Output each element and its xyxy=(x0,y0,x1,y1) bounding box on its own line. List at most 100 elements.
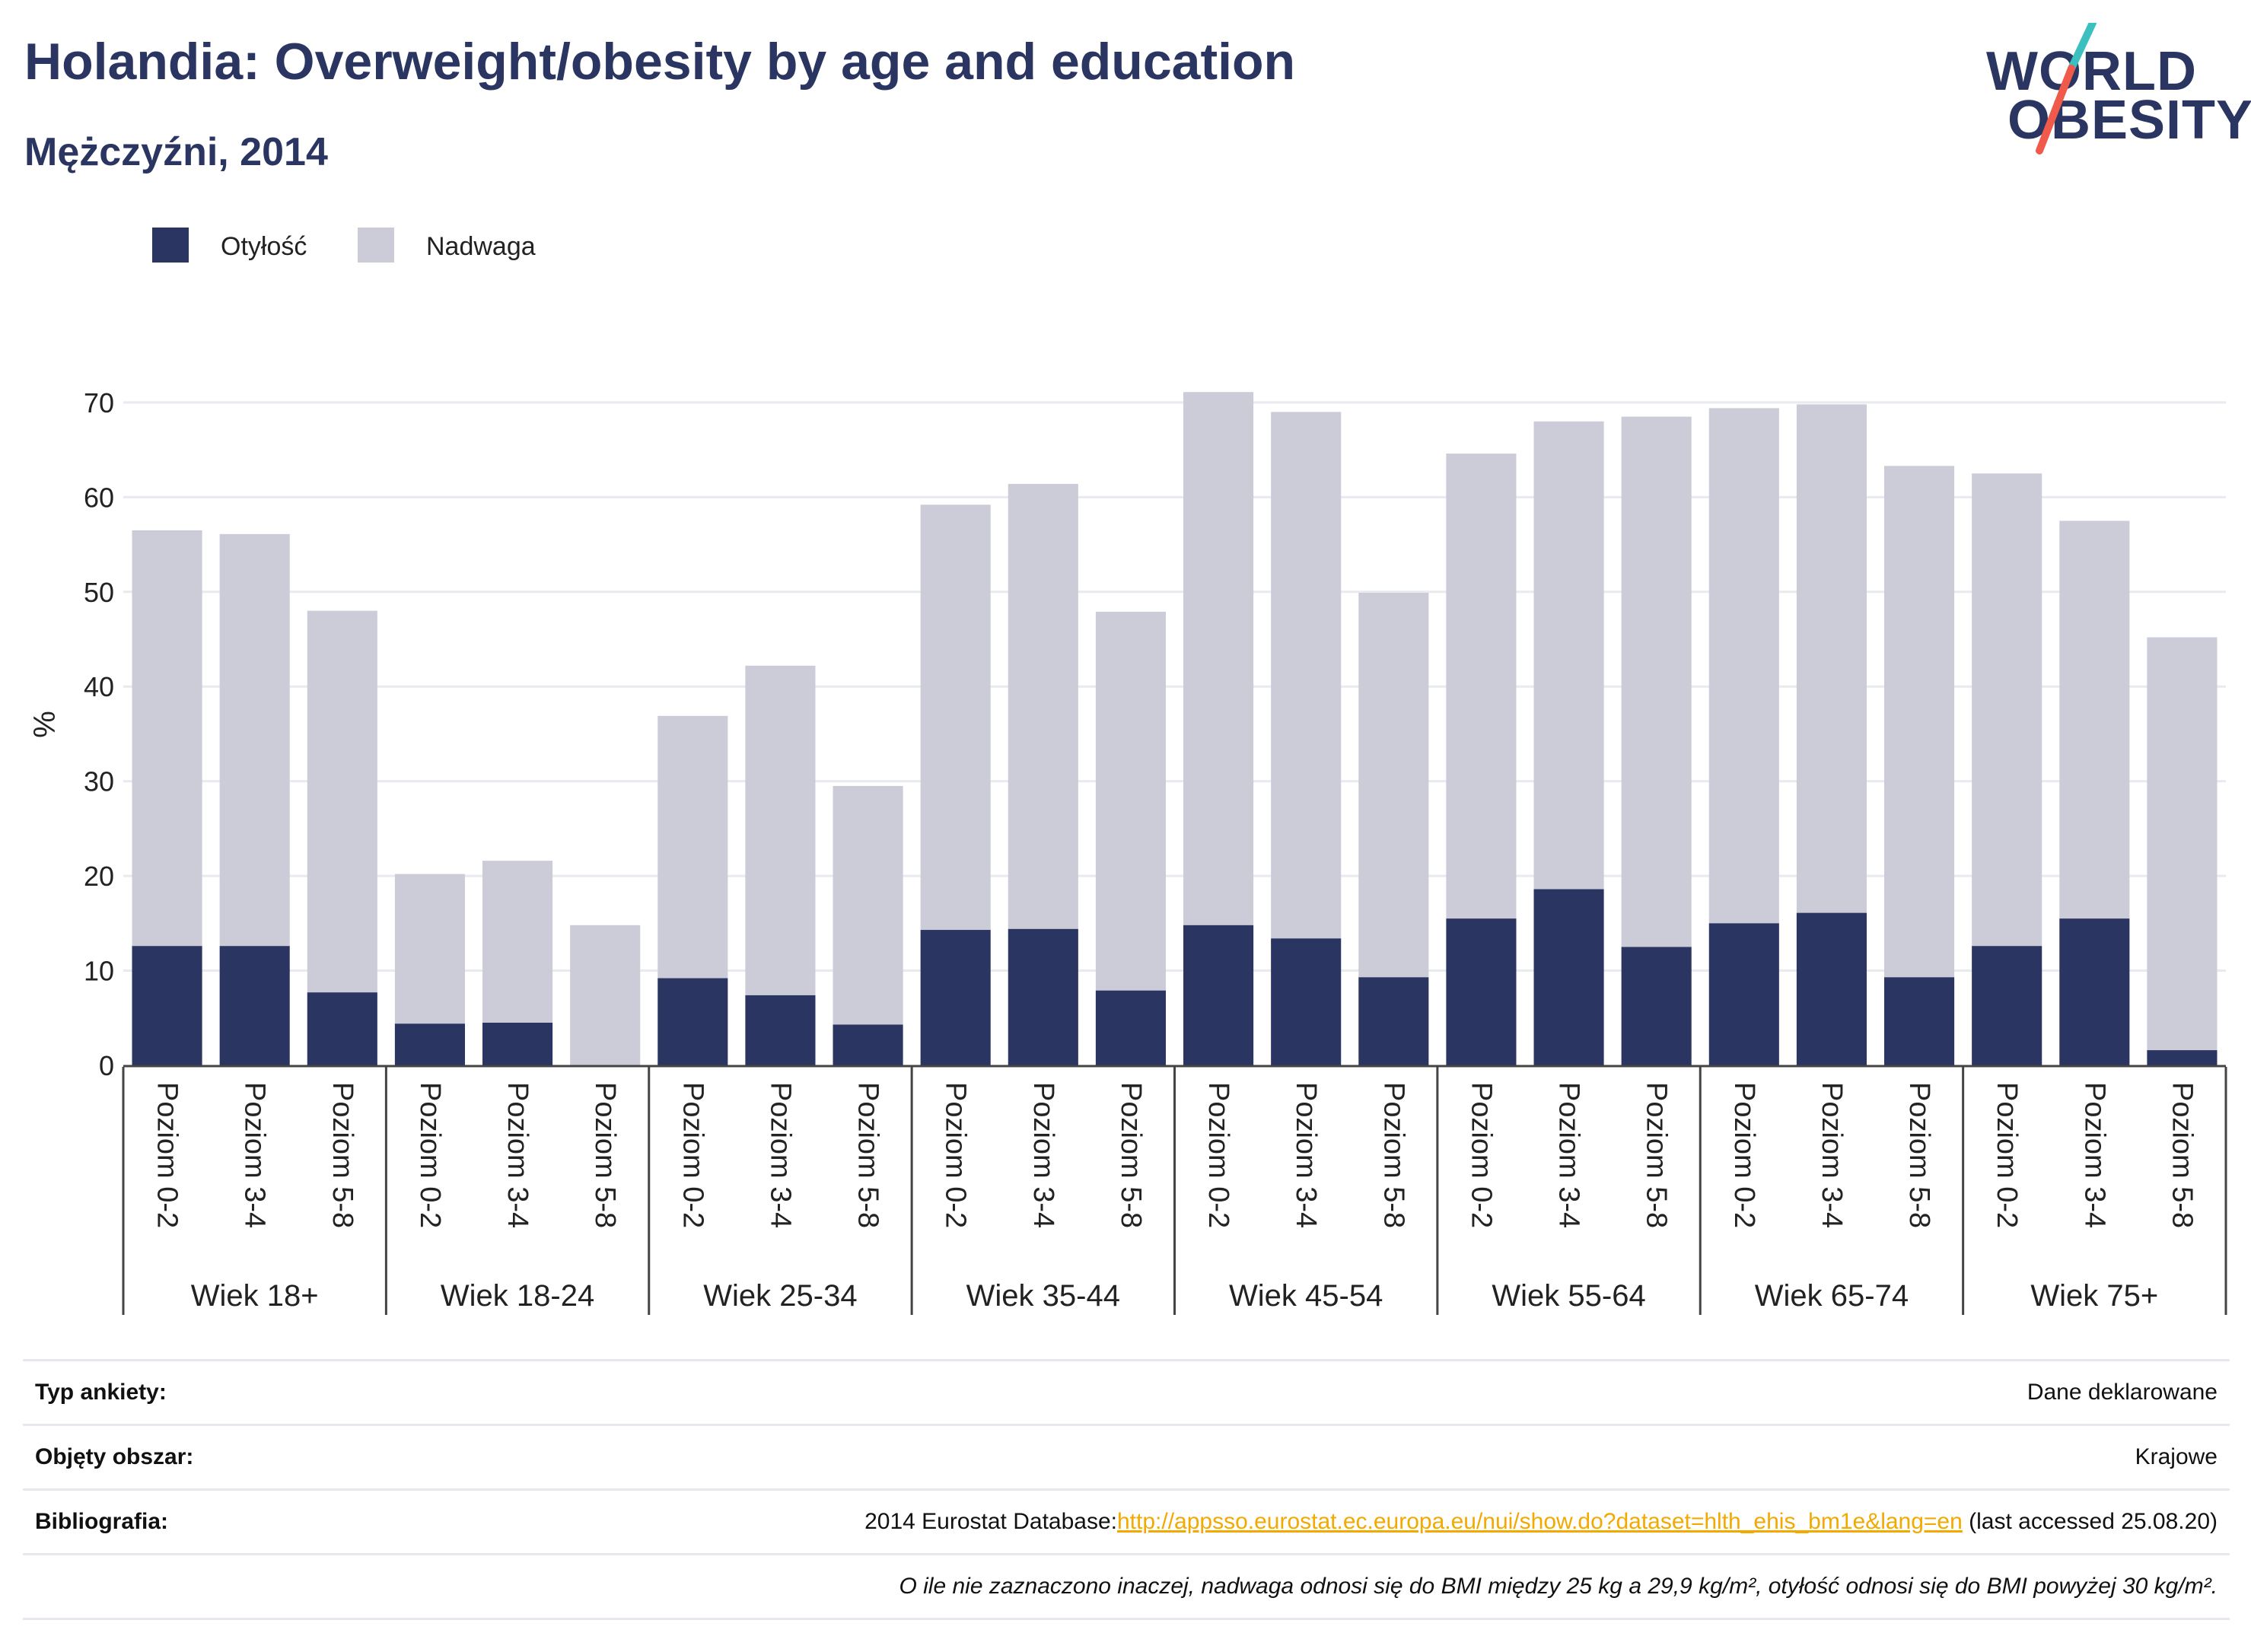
bar-obesity xyxy=(1358,977,1429,1065)
bar-obesity xyxy=(219,946,290,1065)
legend-swatch-overweight xyxy=(358,228,394,263)
coverage-value: Krajowe xyxy=(2135,1444,2218,1469)
chart-subtitle: Mężczyźni, 2014 xyxy=(24,130,328,174)
bar-overweight xyxy=(1183,392,1254,925)
bar-overweight xyxy=(570,925,641,1065)
bar-obesity xyxy=(833,1024,903,1065)
bar-obesity xyxy=(307,992,377,1065)
bar-overweight xyxy=(1796,404,1867,913)
x-tick-label: Poziom 5-8 xyxy=(1115,1082,1147,1228)
bar-obesity xyxy=(920,930,991,1065)
stacked-bar-chart: Otyłość Nadwaga 0 10 20 30 40 50 60 70% Poziom 0-2… xyxy=(28,228,2227,1315)
bar-obesity xyxy=(1884,977,1955,1065)
y-tick-label: 30 xyxy=(84,766,114,797)
metadata-table: Typ ankiety: Dane deklarowane Objęty obs… xyxy=(23,1359,2230,1620)
legend-label-overweight: Nadwaga xyxy=(426,232,536,261)
legend: Otyłość Nadwaga xyxy=(152,228,536,263)
bar-overweight xyxy=(2059,520,2130,919)
bar-overweight xyxy=(1708,408,1779,924)
bar-obesity xyxy=(482,1023,553,1065)
bar-obesity xyxy=(1183,925,1254,1065)
x-tick-label: Poziom 5-8 xyxy=(2166,1082,2198,1228)
x-tick-label: Poziom 5-8 xyxy=(1377,1082,1409,1228)
y-tick-label: 60 xyxy=(84,482,114,513)
x-tick-label: Poziom 0-2 xyxy=(414,1082,446,1228)
bar-obesity xyxy=(657,978,728,1065)
bar-overweight xyxy=(1008,483,1078,929)
x-tick-label: Poziom 0-2 xyxy=(940,1082,972,1228)
x-tick-label: Poziom 0-2 xyxy=(1728,1082,1760,1228)
survey-type-value: Dane deklarowane xyxy=(2027,1380,2218,1405)
bar-overweight xyxy=(219,533,290,947)
logo-word-world: WORLD xyxy=(1986,41,2197,102)
bar-obesity xyxy=(1271,938,1342,1065)
bar-obesity xyxy=(394,1023,465,1065)
y-tick-label: 0 xyxy=(99,1050,114,1081)
bar-overweight xyxy=(1533,421,1604,890)
bar-overweight xyxy=(1972,473,2042,947)
group-label: Wiek 35-44 xyxy=(966,1279,1120,1313)
bar-overweight xyxy=(132,530,202,947)
bar-overweight xyxy=(920,505,991,931)
x-tick-label: Poziom 3-4 xyxy=(764,1082,796,1228)
bar-overweight xyxy=(833,785,903,1025)
bar-overweight xyxy=(307,610,377,993)
bar-overweight xyxy=(482,861,553,1023)
x-tick-label: Poziom 3-4 xyxy=(2078,1082,2110,1228)
bar-overweight xyxy=(657,715,728,979)
group-label: Wiek 18-24 xyxy=(441,1279,594,1313)
chart-title: Holandia: Overweight/obesity by age and … xyxy=(24,33,1296,91)
survey-type-label: Typ ankiety: xyxy=(35,1380,167,1405)
x-tick-label: Poziom 5-8 xyxy=(326,1082,358,1228)
x-tick-label: Poziom 5-8 xyxy=(1903,1082,1935,1228)
bar-overweight xyxy=(1271,412,1342,939)
bar-obesity xyxy=(1972,946,2042,1065)
bibliography-prefix: 2014 Eurostat Database: xyxy=(864,1509,1117,1534)
group-label: Wiek 45-54 xyxy=(1229,1279,1383,1313)
bar-overweight xyxy=(745,665,816,995)
y-tick-label: 10 xyxy=(84,956,114,987)
x-tick-label: Poziom 0-2 xyxy=(1465,1082,1497,1228)
x-tick-label: Poziom 3-4 xyxy=(1816,1082,1848,1228)
bar-obesity xyxy=(1446,918,1517,1065)
definition-note: O ile nie zaznaczono inaczej, nadwaga od… xyxy=(899,1574,2218,1599)
y-tick-label: 70 xyxy=(84,387,114,419)
group-label: Wiek 65-74 xyxy=(1755,1279,1909,1313)
world-obesity-logo: WORLD OBESITY xyxy=(1986,23,2251,160)
y-axis-label: % xyxy=(28,711,62,738)
bar-overweight xyxy=(1884,466,1955,978)
logo-slash-icon xyxy=(2036,23,2097,154)
x-tick-label: Poziom 0-2 xyxy=(151,1082,183,1228)
bar-obesity xyxy=(1095,990,1166,1065)
bar-overweight xyxy=(394,874,465,1024)
legend-label-obesity: Otyłość xyxy=(221,232,307,261)
x-tick-label: Poziom 3-4 xyxy=(239,1082,271,1228)
x-tick-label: Poziom 3-4 xyxy=(501,1082,533,1228)
y-tick-label: 20 xyxy=(84,861,114,892)
bibliography-link[interactable]: http://appsso.eurostat.ec.europa.eu/nui/… xyxy=(1116,1509,1963,1534)
x-tick-label: Poziom 5-8 xyxy=(852,1082,884,1228)
group-label: Wiek 55-64 xyxy=(1492,1279,1645,1313)
bar-obesity xyxy=(2059,918,2130,1065)
bibliography-suffix: (last accessed 25.08.20) xyxy=(1962,1509,2218,1534)
legend-swatch-obesity xyxy=(152,228,189,263)
bar-obesity xyxy=(2147,1050,2218,1065)
x-tick-label: Poziom 5-8 xyxy=(589,1082,621,1228)
group-label: Wiek 25-34 xyxy=(703,1279,857,1313)
bar-overweight xyxy=(1446,454,1517,919)
bar-obesity xyxy=(1533,889,1604,1065)
x-tick-label: Poziom 3-4 xyxy=(1290,1082,1322,1228)
group-label: Wiek 18+ xyxy=(191,1279,319,1313)
meta-row-note: O ile nie zaznaczono inaczej, nadwaga od… xyxy=(23,1553,2230,1620)
bar-overweight xyxy=(1095,611,1166,991)
y-tick-label: 40 xyxy=(84,671,114,702)
coverage-label: Objęty obszar: xyxy=(35,1444,194,1469)
x-tick-label: Poziom 0-2 xyxy=(1991,1082,2023,1228)
meta-row-coverage: Objęty obszar: Krajowe xyxy=(23,1424,2230,1488)
bar-overweight xyxy=(1358,593,1429,978)
x-tick-label: Poziom 3-4 xyxy=(1027,1082,1059,1228)
meta-row-bibliography: Bibliografia: 2014 Eurostat Database:htt… xyxy=(23,1488,2230,1553)
bar-obesity xyxy=(745,995,816,1065)
bar-obesity xyxy=(132,946,202,1065)
bibliography-value: 2014 Eurostat Database:http://appsso.eur… xyxy=(864,1509,2218,1535)
